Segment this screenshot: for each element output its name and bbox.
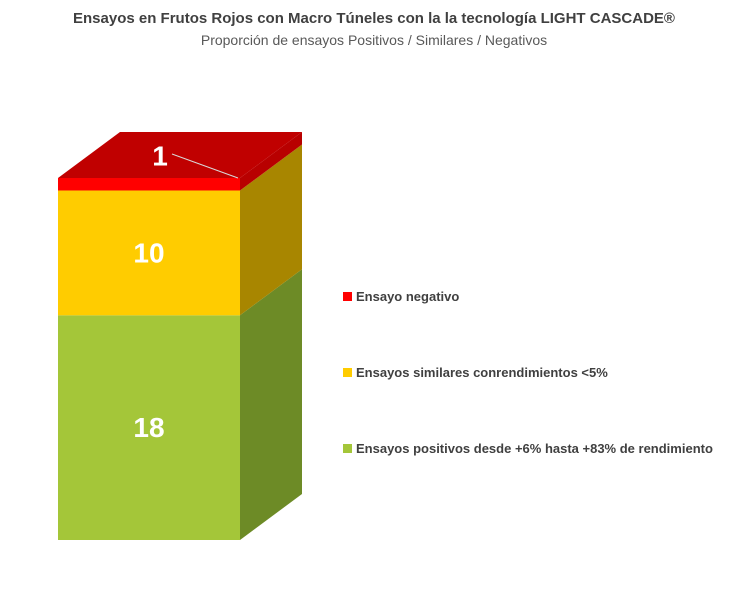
data-label-2: 1: [152, 141, 168, 172]
legend-item-2: Ensayo negativo: [343, 289, 459, 304]
chart-title: Ensayos en Frutos Rojos con Macro Túnele…: [73, 10, 675, 27]
legend-swatch-1: [343, 368, 352, 377]
bar-side-2: [240, 132, 302, 191]
bar-top-face: [58, 132, 302, 178]
legend-item-0: Ensayos positivos desde +6% hasta +83% d…: [343, 441, 713, 456]
data-label-1: 10: [133, 237, 164, 268]
bar-front-0: [58, 315, 240, 540]
bar-side-0: [240, 269, 302, 540]
legend-label-0: Ensayos positivos desde +6% hasta +83% d…: [356, 441, 713, 456]
data-label-leader-line: [171, 153, 239, 179]
bar-front-2: [58, 178, 240, 191]
chart-subtitle: Proporción de ensayos Positivos / Simila…: [200, 32, 548, 48]
legend-swatch-2: [343, 292, 352, 301]
bar-side-1: [240, 144, 302, 316]
legend-label-2: Ensayo negativo: [356, 289, 460, 304]
bar-front-1: [58, 190, 240, 316]
legend-item-1: Ensayos similares conrendimientos <5%: [343, 365, 608, 380]
data-label-0: 18: [133, 412, 164, 443]
legend-label-1: Ensayos similares conrendimientos <5%: [356, 365, 608, 380]
legend-swatch-0: [343, 444, 352, 453]
